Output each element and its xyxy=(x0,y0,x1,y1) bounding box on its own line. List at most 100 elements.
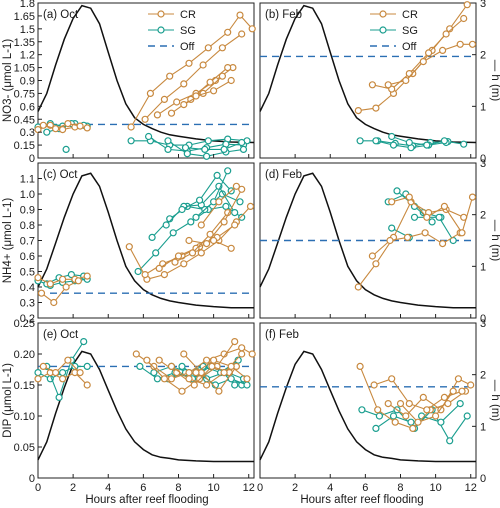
sg-point xyxy=(183,150,191,158)
cr-point xyxy=(405,69,413,78)
cr-point xyxy=(203,240,211,248)
cr-point xyxy=(185,375,193,383)
cr-point xyxy=(402,76,410,85)
sg-point xyxy=(405,138,413,147)
sg-point xyxy=(145,132,153,141)
cr-point xyxy=(449,387,457,395)
cr-point xyxy=(34,375,42,383)
x-tick-label: 10 xyxy=(207,482,219,494)
sg-point xyxy=(203,152,211,160)
cr-series-line xyxy=(357,201,464,288)
cr-point xyxy=(231,221,239,229)
sg-series-line xyxy=(46,341,85,400)
sg-point xyxy=(222,202,230,210)
sg-point xyxy=(238,213,246,221)
depth-h-line xyxy=(259,350,476,463)
y-tick-label: 0.25 xyxy=(14,318,35,330)
h-tick-label: 3 xyxy=(480,0,486,10)
cr-point xyxy=(356,362,364,370)
sg-point xyxy=(393,187,401,195)
sg-point xyxy=(58,369,67,377)
cr-point xyxy=(246,202,255,210)
y-tick-label: 1.5 xyxy=(20,24,35,36)
cr-point xyxy=(458,387,466,395)
x-tick-label: 6 xyxy=(140,482,146,494)
y-tick-label: 0 xyxy=(29,473,35,485)
cr-point xyxy=(220,218,228,226)
right-axis-label: — h (m) xyxy=(489,60,500,102)
cr-point xyxy=(414,418,422,426)
cr-point xyxy=(210,87,218,95)
h-tick-label: 1 xyxy=(480,101,486,113)
x-tick-label: 10 xyxy=(429,482,441,494)
cr-series-line xyxy=(174,212,229,263)
depth-h-line xyxy=(259,4,477,144)
y-tick-label: 0.6 xyxy=(20,251,35,263)
cr-point xyxy=(166,72,174,80)
sg-point xyxy=(423,141,431,149)
y-tick-label: 0.8 xyxy=(20,220,35,232)
sg-point xyxy=(428,218,436,226)
y-tick-label: 0.15 xyxy=(14,380,35,392)
sg-point xyxy=(134,267,142,276)
cr-point xyxy=(197,249,205,257)
cr-point xyxy=(76,122,84,130)
sg-point xyxy=(440,137,448,145)
cr-point xyxy=(50,298,58,307)
sg-point xyxy=(231,381,239,389)
sg-point xyxy=(389,412,398,420)
x-tick-label: 0 xyxy=(35,482,41,494)
cr-point xyxy=(236,11,244,19)
sg-point xyxy=(199,362,207,370)
h-tick-label: 2 xyxy=(480,210,486,222)
y-tick-label: 0.4 xyxy=(20,282,35,294)
y-tick-label: 1.05 xyxy=(14,63,35,75)
cr-point xyxy=(210,236,218,245)
cr-point xyxy=(171,258,179,266)
cr-point xyxy=(368,81,376,89)
cr-point xyxy=(180,350,188,358)
y-tick-label: 0.6 xyxy=(20,101,35,113)
sg-point xyxy=(375,412,383,420)
x-tick-label: 2 xyxy=(70,482,76,494)
cr-point xyxy=(125,243,133,251)
y-tick-label: 0.05 xyxy=(14,442,35,454)
cr-point xyxy=(409,424,417,432)
cr-point xyxy=(231,338,239,346)
cr-point xyxy=(203,356,211,364)
sg-series-line xyxy=(46,274,84,285)
panel-label: (d) Feb xyxy=(265,169,302,181)
cr-point xyxy=(238,344,246,352)
sg-point xyxy=(181,144,190,152)
cr-series-line xyxy=(400,390,454,423)
y-axis-label: NH4+ (μmol L-1) xyxy=(2,198,14,284)
cr-point xyxy=(203,381,211,389)
y-tick-label: 0.10 xyxy=(14,411,35,423)
cr-series-line xyxy=(372,232,461,257)
cr-point xyxy=(220,369,228,377)
sg-point xyxy=(162,221,170,229)
cr-point xyxy=(210,356,218,364)
sg-point xyxy=(220,145,228,153)
cr-point xyxy=(34,274,42,282)
panel-label: (a) Oct xyxy=(43,9,79,21)
sg-point xyxy=(418,412,426,420)
sg-point xyxy=(238,138,246,147)
sg-point xyxy=(388,132,396,141)
sg-point xyxy=(236,198,244,206)
y-axis-label: NO3- (μmol L-1) xyxy=(2,39,14,122)
cr-point xyxy=(460,14,468,23)
y-tick-label: 0.7 xyxy=(20,236,35,248)
sg-point xyxy=(388,224,396,232)
sg-point xyxy=(136,362,144,370)
sg-point xyxy=(127,137,135,145)
panel-label: (c) Oct xyxy=(43,169,78,181)
y-tick-label: 1.8 xyxy=(20,0,35,10)
cr-point xyxy=(227,76,235,85)
cr-point xyxy=(180,80,188,88)
sg-point xyxy=(204,137,212,145)
x-tick-label: 6 xyxy=(362,482,368,494)
sg-point xyxy=(148,233,156,241)
